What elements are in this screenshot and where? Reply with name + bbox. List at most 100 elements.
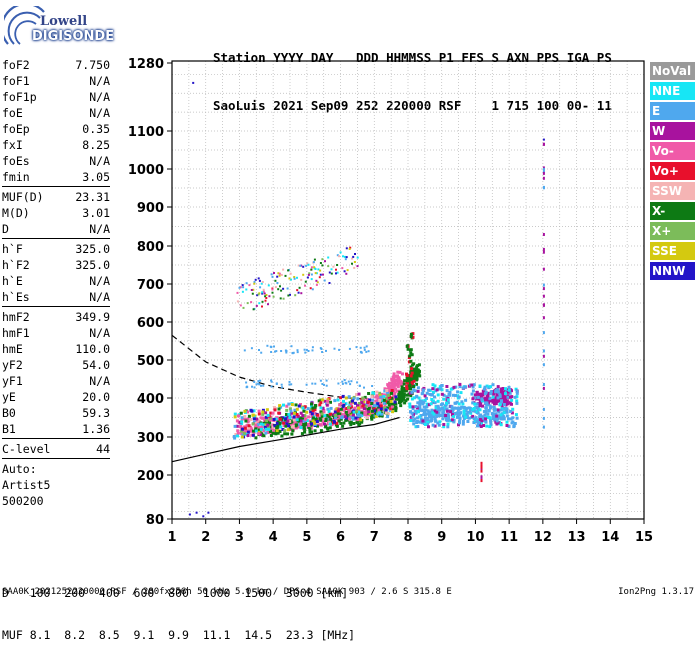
echo-point — [288, 407, 292, 411]
echo-point — [288, 416, 292, 419]
echo-point — [307, 425, 311, 429]
echo-point — [464, 398, 468, 402]
echo-point — [488, 416, 492, 420]
legend-item-ssw: SSW — [650, 182, 695, 200]
y-tick-label: 1280 — [128, 57, 164, 72]
echo-point — [408, 402, 412, 406]
echo-point — [355, 393, 358, 397]
echo-point — [442, 425, 446, 429]
ionogram-chart: 1 2 3 4 5 6 7 8 9 10 11 12 13 14 158020030040050060070… — [128, 57, 653, 545]
echo-point — [411, 376, 414, 380]
echo-point — [444, 403, 448, 407]
echo-point — [409, 348, 413, 352]
echo-point — [425, 397, 428, 400]
echo-point — [260, 433, 264, 437]
echo-point — [307, 273, 310, 276]
echo-point — [244, 419, 248, 423]
echo-point — [307, 424, 311, 427]
echo-point — [489, 423, 493, 427]
echo-point — [406, 379, 409, 383]
echo-point — [442, 393, 446, 397]
echo-point — [282, 403, 285, 407]
echo-point — [457, 402, 461, 406]
echo-point — [273, 424, 277, 428]
echo-point — [345, 272, 348, 275]
echo-point — [542, 383, 545, 386]
echo-point — [383, 389, 387, 393]
echo-point — [274, 417, 278, 421]
echo-point — [344, 258, 347, 261]
echo-point — [515, 389, 519, 393]
echo-point — [303, 405, 307, 409]
echo-point — [275, 426, 279, 430]
echo-point — [341, 424, 345, 428]
echo-point — [325, 349, 327, 352]
param-value: N/A — [89, 374, 110, 388]
echo-point — [261, 305, 263, 308]
echo-point — [415, 382, 418, 386]
echo-point — [297, 404, 301, 408]
echo-point — [483, 392, 487, 396]
echo-point — [386, 391, 390, 395]
echo-point — [410, 378, 414, 382]
echo-point — [324, 425, 328, 429]
echo-point — [312, 261, 315, 264]
echo-point — [491, 400, 495, 404]
echo-point — [454, 406, 458, 410]
echo-point — [409, 394, 413, 398]
echo-point — [405, 372, 408, 376]
echo-point — [295, 407, 299, 411]
echo-point — [455, 411, 459, 415]
echo-point — [410, 367, 414, 371]
echo-point — [311, 416, 315, 420]
echo-point — [475, 390, 479, 394]
echo-point — [504, 392, 507, 396]
y-tick-label: 1000 — [128, 163, 164, 178]
echo-point — [339, 407, 343, 411]
echo-point — [418, 404, 422, 408]
echo-point — [252, 417, 256, 421]
echo-point — [313, 404, 317, 408]
echo-point — [308, 430, 312, 434]
echo-point — [471, 397, 475, 401]
echo-point — [330, 268, 333, 271]
echo-point — [444, 414, 448, 417]
echo-point — [328, 271, 331, 274]
echo-point — [359, 346, 362, 349]
echo-point — [303, 430, 307, 434]
echo-point — [264, 415, 268, 419]
echo-point — [321, 258, 324, 261]
echo-point — [450, 413, 454, 416]
echo-point — [334, 416, 338, 420]
echo-point — [356, 404, 360, 408]
echo-point — [284, 274, 287, 277]
echo-point — [319, 423, 322, 427]
echo-point — [300, 419, 303, 423]
echo-point — [268, 430, 272, 434]
echo-point — [507, 385, 511, 389]
y-tick-label: 200 — [137, 469, 164, 484]
echo-point — [313, 421, 317, 425]
echo-point — [244, 432, 248, 436]
echo-point — [454, 394, 457, 397]
echo-point — [483, 385, 487, 389]
echo-point — [289, 272, 292, 275]
param-value: 20.0 — [82, 390, 110, 404]
param-row-hmf2: hmF2 349.9 — [2, 309, 110, 325]
param-label: MUF(D) — [2, 190, 44, 204]
echo-point — [383, 404, 387, 408]
echo-point — [404, 399, 408, 403]
echo-point — [512, 424, 516, 428]
echo-point — [416, 410, 420, 414]
echo-point — [329, 406, 333, 410]
echo-point — [311, 409, 315, 412]
echo-point — [542, 354, 545, 358]
echo-point — [342, 399, 345, 403]
echo-point — [505, 408, 509, 412]
echo-point — [286, 428, 290, 432]
echo-point — [380, 412, 384, 416]
echo-point — [335, 421, 339, 425]
echo-point — [392, 394, 396, 398]
echo-point — [266, 431, 270, 434]
echo-point — [370, 414, 374, 418]
